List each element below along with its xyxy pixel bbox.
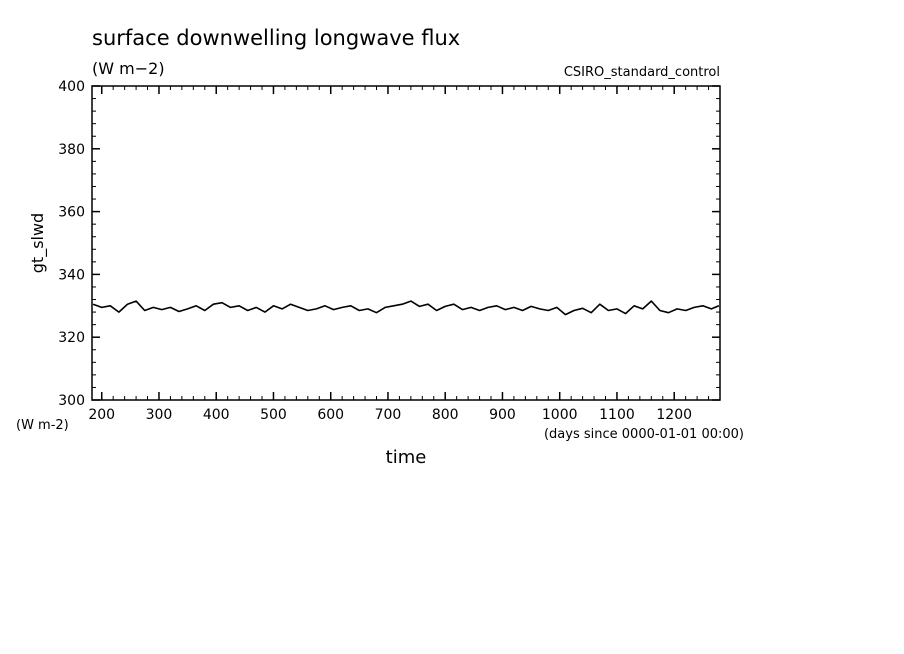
x-tick-label: 500 [260,407,287,423]
chart-title: surface downwelling longwave flux [92,26,460,50]
y-axis-ticks: 300 320 340 360 380 400 [58,79,720,409]
plot-frame [91,85,721,401]
x-tick-label: 300 [146,407,173,423]
y-tick-label: 360 [58,205,85,221]
series-line [92,300,720,316]
x-tick-label: 200 [88,407,115,423]
x-tick-label: 700 [375,407,402,423]
plot-area: 200 300 400 500 600 700 800 900 1000 1100 1200 300… [58,79,721,423]
y-tick-label: 400 [58,79,85,95]
x-tick-label: 1200 [656,407,692,423]
x-axis-units: (days since 0000-01-01 00:00) [544,427,744,442]
x-tick-label: 800 [432,407,459,423]
y-tick-label: 340 [58,267,85,283]
y-axis-units: (W m-2) [16,418,69,433]
x-axis-ticks: 200 300 400 500 600 700 800 900 1000 1100 1200 [88,86,692,423]
x-tick-label: 900 [489,407,516,423]
x-tick-label: 1100 [599,407,635,423]
x-tick-label: 1000 [542,407,578,423]
x-axis-label: time [386,447,427,468]
y-tick-label: 380 [58,142,85,158]
y-tick-label: 320 [58,330,85,346]
chart-subtitle-units: (W m−2) [92,59,165,78]
dataset-label: CSIRO_standard_control [564,65,720,80]
x-tick-label: 600 [317,407,344,423]
x-tick-label: 400 [203,407,230,423]
y-tick-label: 300 [58,393,85,409]
y-axis-label: gt_slwd [28,213,48,273]
series-layer [92,300,720,316]
minor-ticks [92,86,721,400]
